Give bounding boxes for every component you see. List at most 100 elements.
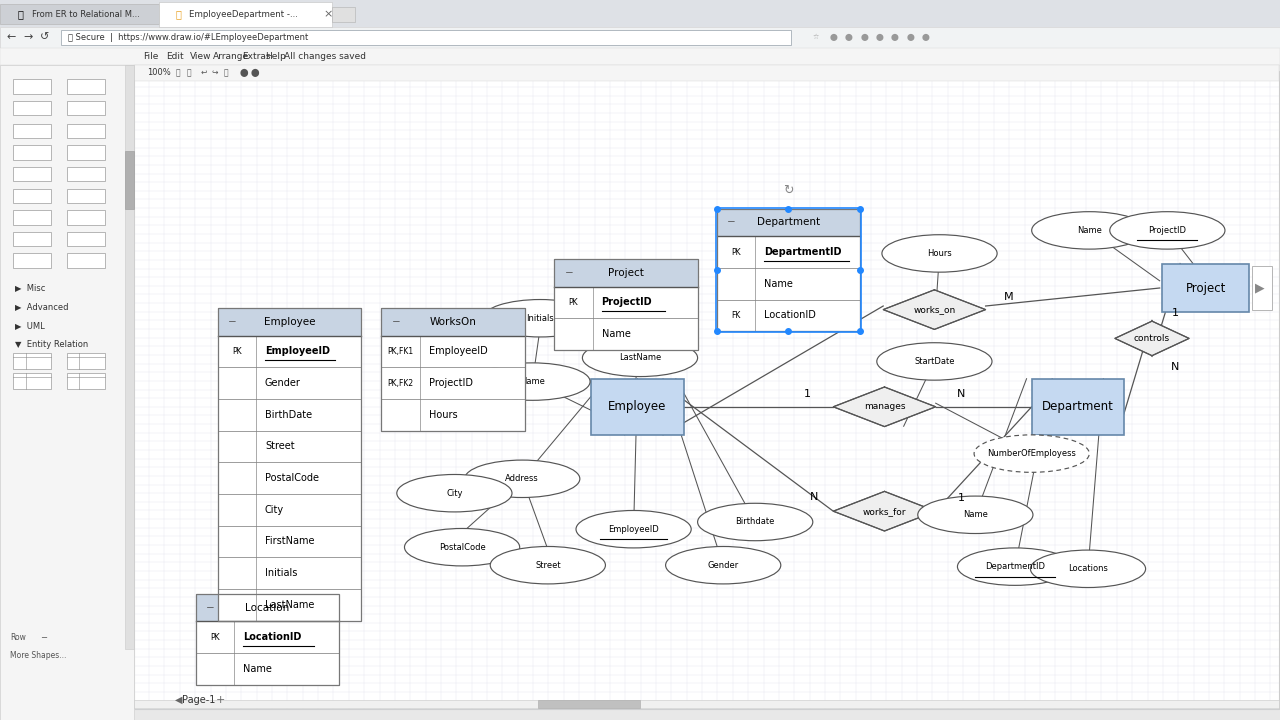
FancyBboxPatch shape bbox=[538, 700, 640, 708]
FancyBboxPatch shape bbox=[159, 2, 332, 27]
FancyBboxPatch shape bbox=[13, 373, 51, 389]
Text: WorksOn: WorksOn bbox=[430, 317, 476, 327]
Text: ▶  Advanced: ▶ Advanced bbox=[15, 302, 69, 311]
Text: City: City bbox=[265, 505, 284, 515]
Text: Department: Department bbox=[756, 217, 820, 228]
Text: Street: Street bbox=[535, 561, 561, 570]
FancyBboxPatch shape bbox=[218, 431, 361, 462]
Ellipse shape bbox=[918, 496, 1033, 534]
FancyBboxPatch shape bbox=[13, 79, 51, 94]
Text: ▶  UML: ▶ UML bbox=[15, 321, 45, 330]
Text: N: N bbox=[810, 492, 818, 502]
Text: 100%: 100% bbox=[147, 68, 172, 77]
Text: Street: Street bbox=[265, 441, 294, 451]
Text: FirstName: FirstName bbox=[265, 536, 315, 546]
Text: ↪: ↪ bbox=[211, 68, 218, 77]
FancyBboxPatch shape bbox=[218, 494, 361, 526]
Ellipse shape bbox=[404, 528, 520, 566]
Text: DepartmentID: DepartmentID bbox=[986, 562, 1044, 571]
Text: More Shapes...: More Shapes... bbox=[10, 651, 67, 660]
Text: Gender: Gender bbox=[708, 561, 739, 570]
Text: Name: Name bbox=[243, 664, 273, 674]
Ellipse shape bbox=[957, 548, 1073, 585]
Text: ⬤: ⬤ bbox=[239, 68, 248, 77]
Ellipse shape bbox=[698, 503, 813, 541]
Text: FK: FK bbox=[731, 311, 741, 320]
Text: ☆: ☆ bbox=[813, 35, 819, 40]
Text: NumberOfEmployess: NumberOfEmployess bbox=[987, 449, 1076, 458]
Ellipse shape bbox=[1032, 212, 1147, 249]
Text: ProjectID: ProjectID bbox=[1148, 226, 1187, 235]
Text: ─: ─ bbox=[41, 633, 46, 642]
Text: Name: Name bbox=[764, 279, 794, 289]
Text: PK: PK bbox=[232, 347, 242, 356]
Text: Locations: Locations bbox=[1068, 564, 1108, 573]
Text: Name: Name bbox=[963, 510, 988, 519]
Text: PK,FK1: PK,FK1 bbox=[388, 347, 413, 356]
Text: City: City bbox=[447, 489, 462, 498]
Text: LastName: LastName bbox=[618, 354, 662, 362]
Text: 🔒 Secure  |  https://www.draw.io/#LEmployeeDepartment: 🔒 Secure | https://www.draw.io/#LEmploye… bbox=[68, 33, 308, 42]
FancyBboxPatch shape bbox=[717, 236, 860, 268]
Text: N: N bbox=[851, 283, 859, 293]
Text: −: − bbox=[228, 317, 237, 327]
FancyBboxPatch shape bbox=[218, 462, 361, 494]
FancyBboxPatch shape bbox=[218, 399, 361, 431]
FancyBboxPatch shape bbox=[196, 594, 339, 621]
FancyBboxPatch shape bbox=[218, 589, 361, 621]
FancyBboxPatch shape bbox=[13, 353, 51, 369]
Text: EmployeeID: EmployeeID bbox=[608, 525, 659, 534]
Text: Name: Name bbox=[520, 377, 545, 386]
Text: −: − bbox=[392, 317, 401, 327]
Text: +: + bbox=[215, 695, 225, 705]
FancyBboxPatch shape bbox=[133, 71, 1279, 709]
Text: ↻: ↻ bbox=[783, 184, 794, 197]
Text: manages: manages bbox=[864, 402, 905, 411]
Text: ⬤: ⬤ bbox=[860, 34, 868, 41]
Text: View: View bbox=[189, 53, 211, 61]
Text: 1: 1 bbox=[1171, 308, 1179, 318]
Text: EmployeeDepartment -...: EmployeeDepartment -... bbox=[189, 10, 298, 19]
FancyBboxPatch shape bbox=[13, 124, 51, 138]
Text: N: N bbox=[1171, 362, 1179, 372]
Text: EmployeeID: EmployeeID bbox=[429, 346, 488, 356]
FancyBboxPatch shape bbox=[381, 367, 525, 399]
Text: 🔍: 🔍 bbox=[187, 68, 192, 77]
FancyBboxPatch shape bbox=[13, 145, 51, 160]
FancyBboxPatch shape bbox=[196, 653, 339, 685]
Text: Initials: Initials bbox=[265, 568, 297, 578]
Text: ▶: ▶ bbox=[1254, 282, 1265, 294]
FancyBboxPatch shape bbox=[332, 7, 355, 22]
Text: Project: Project bbox=[1185, 282, 1226, 294]
Text: ProjectID: ProjectID bbox=[429, 378, 472, 388]
FancyBboxPatch shape bbox=[61, 30, 791, 45]
Text: From ER to Relational M...: From ER to Relational M... bbox=[32, 10, 140, 19]
Ellipse shape bbox=[882, 235, 997, 272]
Text: →: → bbox=[23, 32, 32, 42]
Text: PK: PK bbox=[568, 298, 579, 307]
Text: ×: × bbox=[324, 9, 333, 19]
FancyBboxPatch shape bbox=[133, 700, 1279, 708]
FancyBboxPatch shape bbox=[125, 151, 134, 209]
FancyBboxPatch shape bbox=[196, 621, 339, 653]
Polygon shape bbox=[883, 290, 986, 330]
FancyBboxPatch shape bbox=[0, 48, 1280, 65]
FancyBboxPatch shape bbox=[0, 4, 159, 24]
Text: BirthDate: BirthDate bbox=[265, 410, 312, 420]
Ellipse shape bbox=[1030, 550, 1146, 588]
FancyBboxPatch shape bbox=[717, 300, 860, 331]
FancyBboxPatch shape bbox=[0, 27, 1280, 48]
Ellipse shape bbox=[490, 546, 605, 584]
Text: ProjectID: ProjectID bbox=[602, 297, 653, 307]
FancyBboxPatch shape bbox=[1252, 266, 1272, 310]
FancyBboxPatch shape bbox=[67, 373, 105, 389]
Text: ⬜: ⬜ bbox=[175, 9, 182, 19]
Ellipse shape bbox=[465, 460, 580, 498]
Text: PK: PK bbox=[731, 248, 741, 256]
Text: works_for: works_for bbox=[863, 507, 906, 516]
Text: ⬤: ⬤ bbox=[891, 34, 899, 41]
FancyBboxPatch shape bbox=[591, 379, 684, 435]
FancyBboxPatch shape bbox=[13, 167, 51, 181]
Text: Birthdate: Birthdate bbox=[736, 518, 774, 526]
FancyBboxPatch shape bbox=[67, 145, 105, 160]
